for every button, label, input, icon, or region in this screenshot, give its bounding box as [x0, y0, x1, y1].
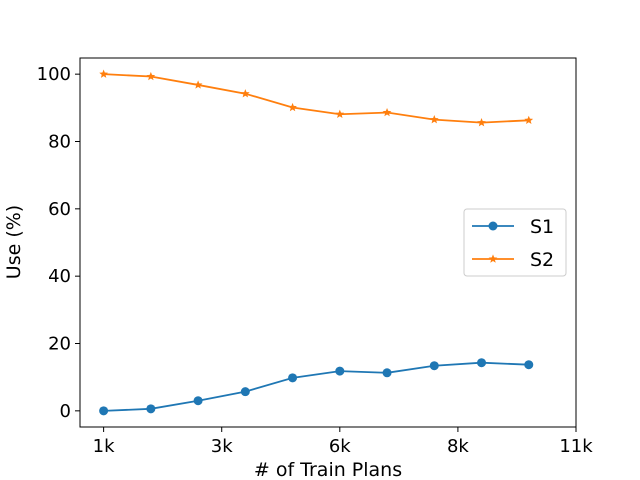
- x-axis: 1k 3k 6k 8k 11k: [93, 427, 593, 457]
- plot-frame: [79, 57, 577, 428]
- series-s1-line: [103, 361, 529, 412]
- series-s2-point: [382, 107, 392, 117]
- series-s2-point: [524, 115, 534, 125]
- x-tick-label: 8k: [447, 436, 469, 457]
- legend-s2-label: S2: [530, 249, 554, 271]
- series-s1-point: [193, 396, 203, 406]
- series-s1-point: [240, 387, 250, 397]
- y-tick-label: 80: [48, 131, 71, 152]
- series-s1-point: [477, 358, 487, 368]
- x-axis-label: # of Train Plans: [254, 459, 402, 480]
- series-s1-point: [429, 361, 439, 371]
- series-s2-point: [193, 80, 203, 89]
- legend-s1-marker: [488, 221, 498, 231]
- y-axis: 0 20 40 60 80 100: [37, 64, 80, 422]
- x-tick-label: 1k: [93, 436, 115, 457]
- legend: S1 S2: [463, 208, 567, 277]
- series-s1-point: [382, 368, 392, 378]
- series-s1-point: [524, 360, 534, 370]
- y-tick-label: 40: [48, 266, 71, 287]
- series-s2-point: [240, 89, 250, 98]
- x-tick-label: 11k: [559, 436, 593, 457]
- legend-s2-marker: [488, 254, 498, 263]
- y-tick-label: 0: [60, 401, 71, 422]
- y-tick-label: 100: [37, 64, 71, 85]
- series-s2-point: [477, 118, 486, 127]
- series-s2-point: [146, 71, 156, 81]
- series-s2-point: [288, 102, 297, 112]
- x-tick-label: 3k: [211, 436, 233, 457]
- series-s2-line: [103, 73, 529, 124]
- x-tick-label: 6k: [329, 436, 351, 457]
- series-s2-point: [99, 69, 108, 78]
- y-axis-label: Use (%): [3, 205, 25, 279]
- series-s1-point: [146, 404, 156, 414]
- y-tick-label: 60: [48, 199, 71, 220]
- legend-s1-label: S1: [530, 216, 554, 238]
- series-layer: [99, 69, 534, 416]
- y-tick-label: 20: [48, 334, 71, 355]
- series-s2-point: [335, 109, 345, 118]
- series-s1-point: [335, 366, 345, 376]
- series-s1-point: [288, 373, 298, 383]
- series-s2-point: [429, 115, 439, 124]
- series-s1-point: [99, 406, 109, 416]
